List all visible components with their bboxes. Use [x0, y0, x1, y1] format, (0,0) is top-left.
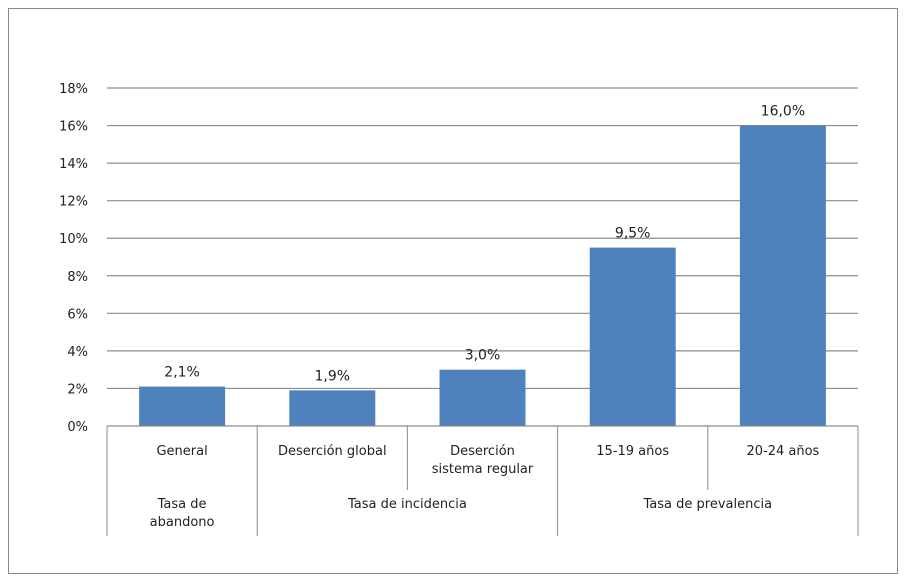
category-label: Deserción [450, 444, 515, 459]
data-label: 16,0% [761, 104, 805, 120]
bar [439, 369, 526, 426]
y-tick-label: 8% [67, 270, 88, 285]
bar [289, 390, 376, 426]
group-label: abandono [150, 515, 215, 530]
data-label: 9,5% [615, 226, 651, 242]
bar [739, 125, 826, 427]
category-label: Deserción global [278, 444, 387, 459]
y-tick-label: 10% [59, 232, 88, 247]
bar [139, 386, 226, 426]
y-tick-label: 6% [67, 307, 88, 322]
y-tick-label: 12% [59, 195, 88, 210]
y-tick-label: 18% [59, 82, 88, 97]
y-tick-label: 2% [67, 382, 88, 397]
category-label: sistema regular [432, 462, 534, 477]
group-label: Tasa de incidencia [347, 497, 467, 512]
group-label: Tasa de prevalencia [643, 497, 773, 512]
data-label: 2,1% [164, 365, 200, 381]
y-tick-label: 0% [67, 420, 88, 435]
data-label: 1,9% [315, 368, 351, 384]
data-label: 3,0% [465, 348, 501, 364]
category-label: General [156, 444, 207, 459]
y-tick-label: 16% [59, 120, 88, 135]
bar [589, 247, 676, 426]
y-tick-label: 4% [67, 345, 88, 360]
category-label: 15-19 años [596, 444, 669, 459]
y-tick-label: 14% [59, 157, 88, 172]
group-label: Tasa de [157, 497, 207, 512]
category-label: 20-24 años [746, 444, 819, 459]
